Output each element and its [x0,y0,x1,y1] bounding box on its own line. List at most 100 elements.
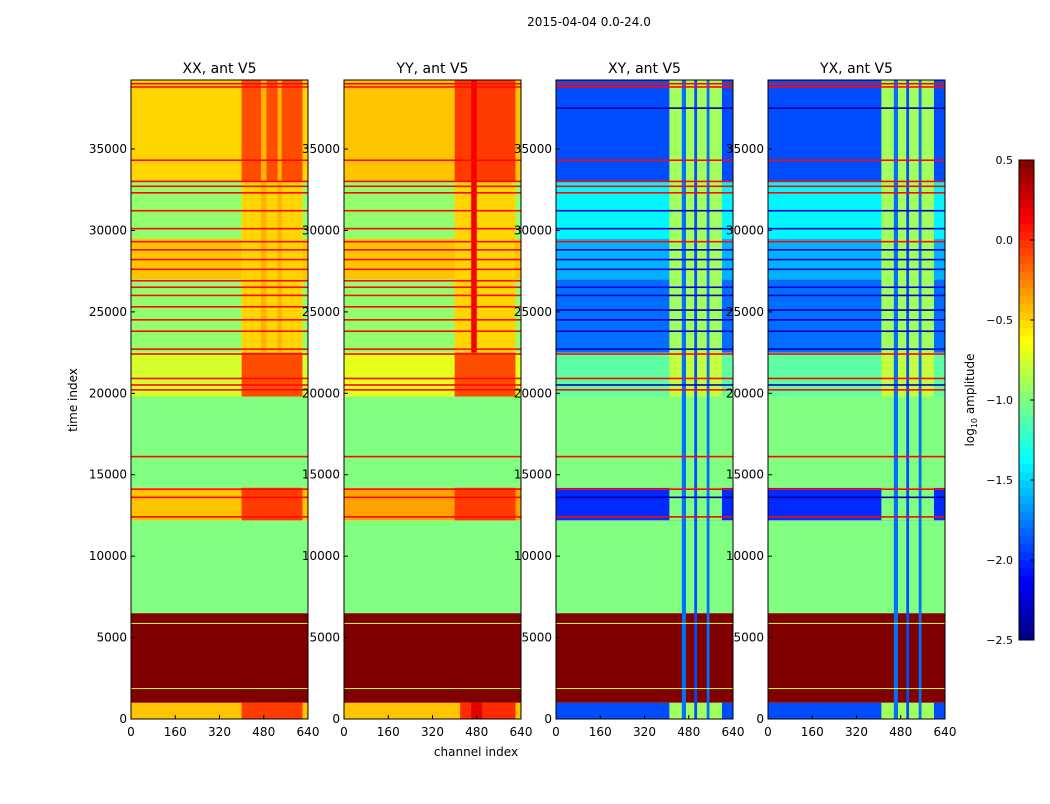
heatmap-stripe [556,185,733,188]
heatmap-stripe [131,516,308,518]
heatmap-stripe [556,389,733,391]
colorbar-segment [1019,480,1034,489]
heatmap-stripe [556,159,733,162]
colorbar-segment [1019,280,1034,289]
y-tick-label: 5000 [96,631,127,645]
heatmap-feature [918,80,922,719]
colorbar-segment [1019,544,1034,553]
heatmap-stripe [768,227,945,230]
x-tick-label: 480 [465,725,488,739]
y-tick-label: 0 [119,712,127,726]
panel-0: XX, ant V5 0 160 320 480 640 0 5000 10000 15000 20… [89,61,320,739]
heatmap-stripe [768,319,945,321]
heatmap-stripe [556,496,733,499]
y-tick-label: 15000 [514,468,552,482]
colorbar-segment [1019,536,1034,545]
colorbar-segment [1019,344,1034,353]
colorbar-segment [1019,432,1034,441]
colorbar-segment [1019,520,1034,529]
colorbar-segment [1019,528,1034,537]
heatmap-feature [241,80,303,182]
colorbar-segment [1019,576,1034,585]
y-tick-label: 35000 [514,142,552,156]
colorbar-tick-label: −2.0 [986,554,1013,567]
heatmap-stripe [556,249,733,251]
colorbar-segment [1019,560,1034,569]
heatmap-stripe [131,192,308,194]
heatmap-stripe [344,688,521,690]
y-tick-label: 5000 [309,631,340,645]
heatmap-band [344,396,521,488]
heatmap-band [556,396,733,488]
colorbar-segment [1019,232,1034,241]
heatmap-band [131,396,308,488]
x-tick-label: 320 [208,725,231,739]
colorbar-segment [1019,376,1034,385]
heatmap-stripe [768,249,945,251]
colorbar-segment [1019,288,1034,297]
colorbar-segment [1019,400,1034,409]
heatmap-feature [241,181,303,353]
colorbar-tick-label: 0.5 [996,154,1014,167]
colorbar-segment [1019,256,1034,265]
x-tick-label: 640 [297,725,320,739]
heatmap-stripe [344,82,521,85]
y-tick-label: 30000 [514,223,552,237]
heatmap-stripe [344,192,521,194]
heatmap-stripe [556,82,733,85]
heatmap-feature [471,80,477,353]
heatmap-feature [471,702,483,719]
colorbar-segment [1019,392,1034,401]
heatmap-stripe [131,86,308,88]
heatmap-band [768,396,945,488]
heatmap-stripe [768,309,945,311]
heatmap-band [344,613,521,703]
x-tick-label: 160 [164,725,187,739]
heatmap-stripe [344,249,521,251]
heatmap-stripe [556,348,733,350]
heatmap-stripe [768,330,945,333]
x-tick-label: 320 [633,725,656,739]
heatmap-stripe [131,384,308,386]
colorbar-segment [1019,568,1034,577]
heatmap-stripe [768,82,945,85]
heatmap-feature [454,181,516,353]
heatmap-stripe [344,348,521,350]
x-tick-label: 640 [510,725,533,739]
colorbar-tick-label: −0.5 [986,314,1013,327]
heatmap-stripe [344,286,521,289]
heatmap-stripe [768,389,945,391]
heatmap-band [768,520,945,614]
colorbar-segment [1019,336,1034,345]
heatmap-stripe [768,353,945,355]
colorbar-segment [1019,176,1034,185]
heatmap-stripe [556,319,733,321]
heatmap-stripe [344,384,521,386]
y-tick-label: 5000 [733,631,764,645]
heatmap-band [556,520,733,614]
heatmap-stripe [556,227,733,230]
colorbar-segment [1019,608,1034,617]
heatmap-stripe [344,294,521,297]
x-tick-label: 480 [677,725,700,739]
heatmap-stripe [768,107,945,109]
colorbar-segment [1019,368,1034,377]
heatmap-stripe [556,268,733,271]
heatmap-stripe [344,330,521,333]
heatmap-stripe [344,279,521,282]
colorbar-segment [1019,600,1034,609]
colorbar-segment [1019,296,1034,305]
x-tick-label: 0 [764,725,772,739]
heatmap-stripe [344,488,521,490]
heatmap-stripe [556,688,733,690]
x-tick-label: 0 [127,725,135,739]
heatmap-stripe [768,258,945,261]
heatmap-stripe [556,377,733,380]
y-tick-label: 15000 [726,468,764,482]
heatmap-stripe [344,180,521,183]
heatmap-stripe [131,389,308,391]
panel-title: XY, ant V5 [608,61,681,77]
heatmap-stripe [344,353,521,355]
heatmap-stripe [344,622,521,624]
colorbar-tick-label: −1.5 [986,474,1013,487]
